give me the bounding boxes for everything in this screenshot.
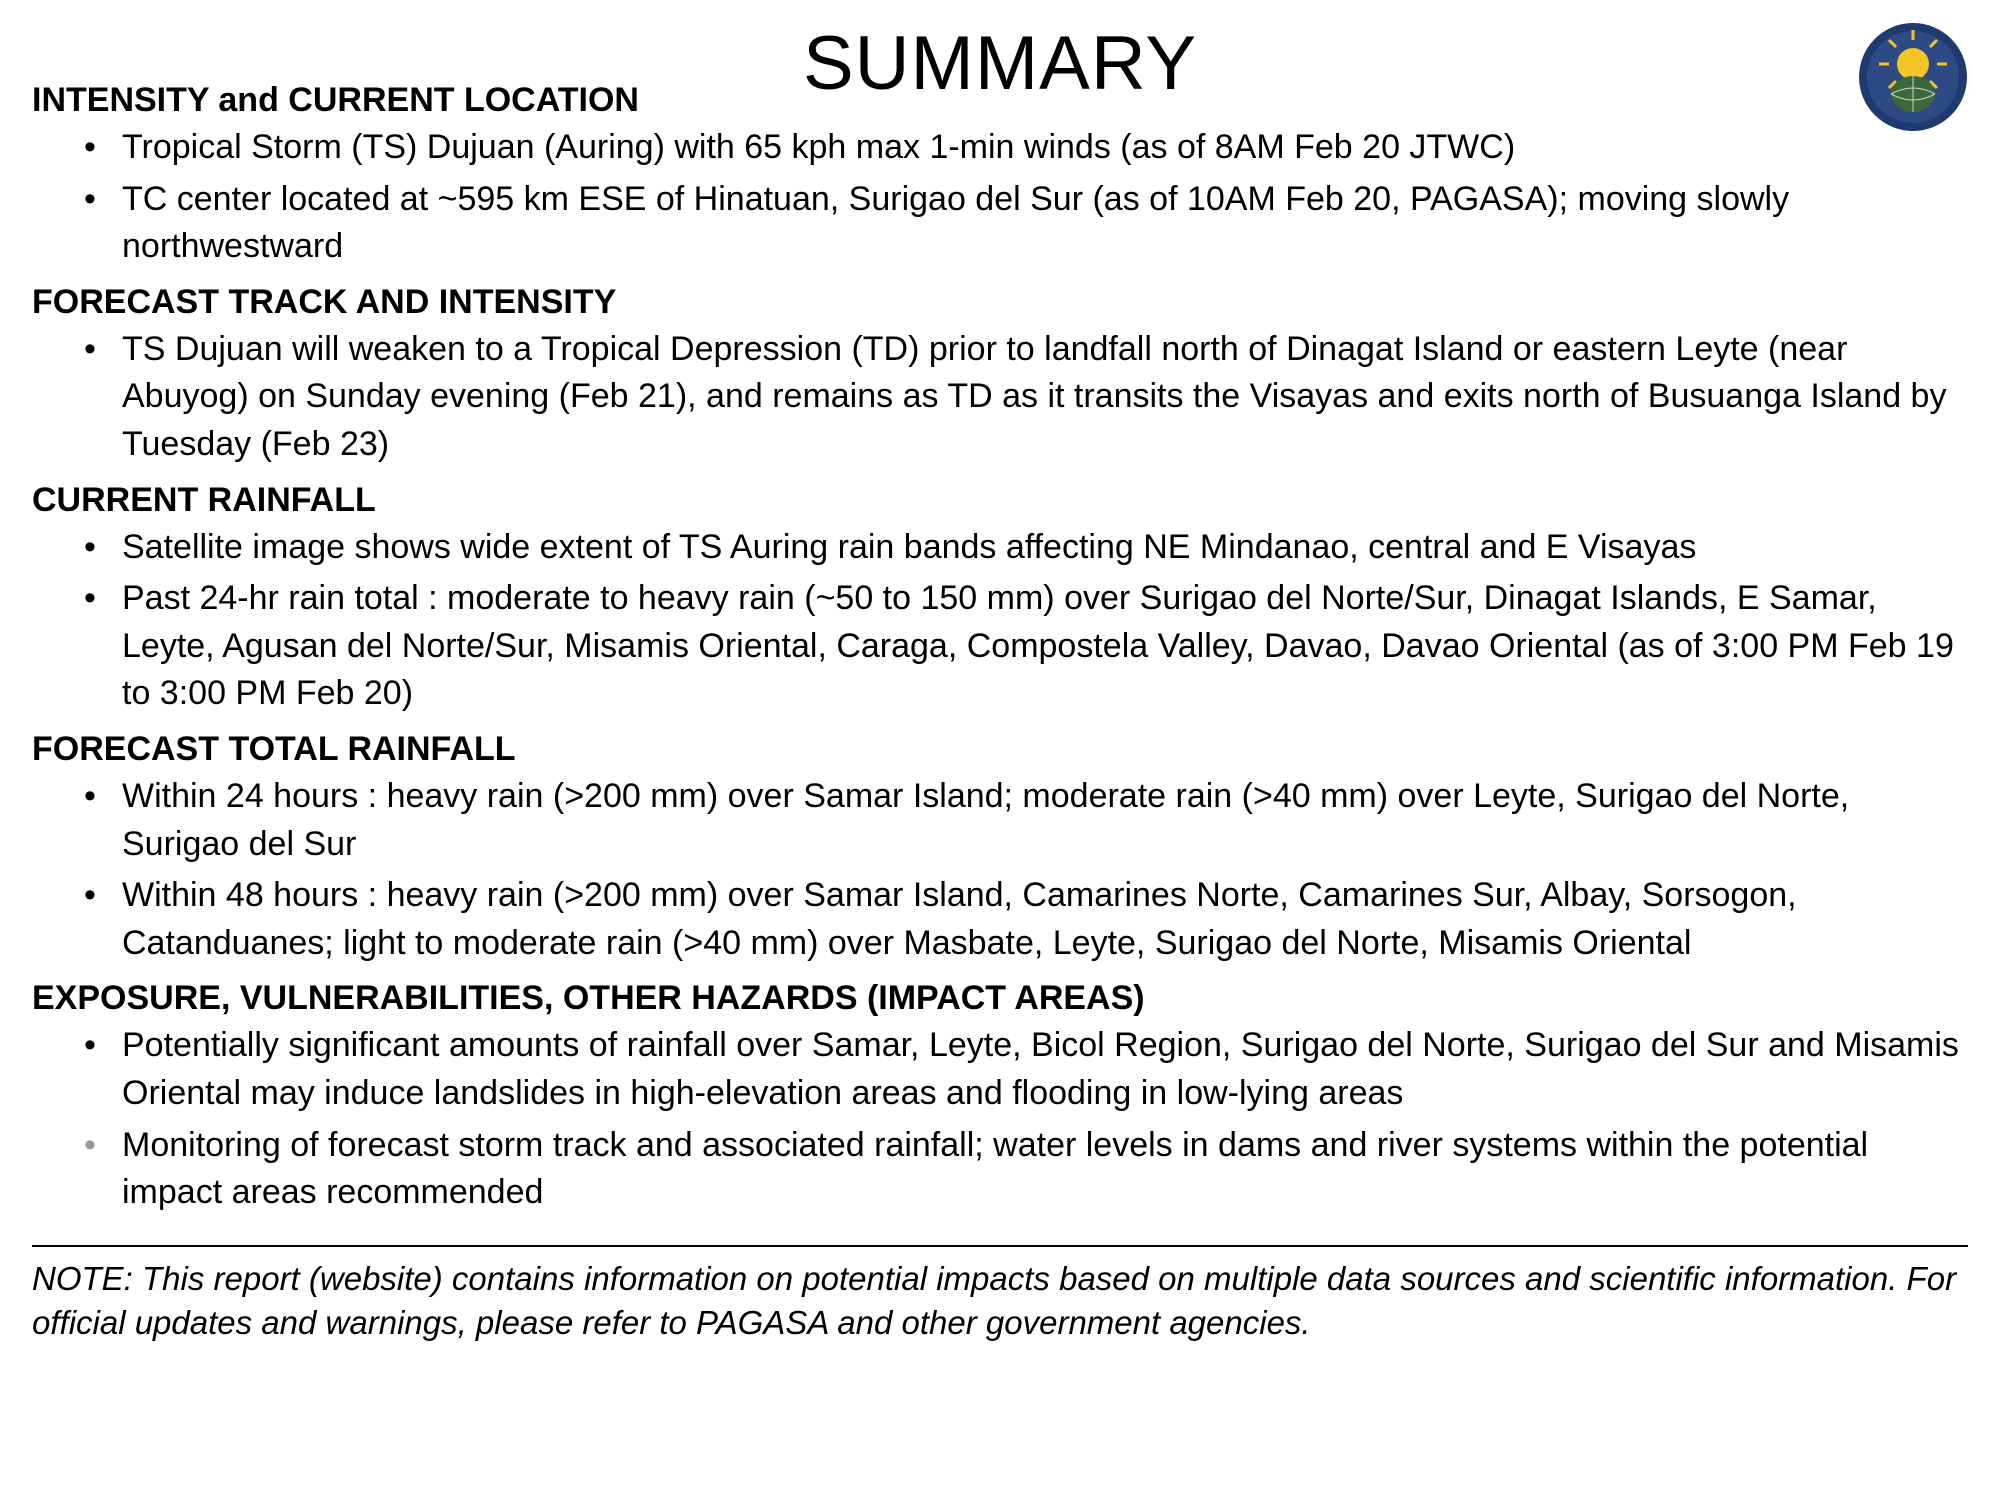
bullet-list: Potentially significant amounts of rainf…	[32, 1022, 1968, 1216]
section-heading: EXPOSURE, VULNERABILITIES, OTHER HAZARDS…	[32, 979, 1968, 1018]
list-item: Within 48 hours : heavy rain (>200 mm) o…	[122, 872, 1968, 967]
list-item: Within 24 hours : heavy rain (>200 mm) o…	[122, 773, 1968, 868]
list-item: Potentially significant amounts of rainf…	[122, 1022, 1968, 1117]
section-heading: FORECAST TRACK AND INTENSITY	[32, 283, 1968, 322]
section-heading: FORECAST TOTAL RAINFALL	[32, 730, 1968, 769]
sections-container: INTENSITY and CURRENT LOCATIONTropical S…	[32, 81, 1968, 1217]
bullet-list: Tropical Storm (TS) Dujuan (Auring) with…	[32, 124, 1968, 271]
list-item: Past 24-hr rain total : moderate to heav…	[122, 575, 1968, 718]
bullet-list: TS Dujuan will weaken to a Tropical Depr…	[32, 326, 1968, 469]
bullet-list: Satellite image shows wide extent of TS …	[32, 524, 1968, 718]
observatory-logo-icon	[1858, 22, 1968, 132]
list-item: Monitoring of forecast storm track and a…	[122, 1122, 1968, 1217]
list-item: Tropical Storm (TS) Dujuan (Auring) with…	[122, 124, 1968, 172]
list-item: Satellite image shows wide extent of TS …	[122, 524, 1968, 572]
bullet-list: Within 24 hours : heavy rain (>200 mm) o…	[32, 773, 1968, 967]
footer-divider	[32, 1245, 1968, 1247]
section-heading: CURRENT RAINFALL	[32, 481, 1968, 520]
footnote-text: NOTE: This report (website) contains inf…	[32, 1257, 1968, 1346]
list-item: TC center located at ~595 km ESE of Hina…	[122, 176, 1968, 271]
list-item: TS Dujuan will weaken to a Tropical Depr…	[122, 326, 1968, 469]
